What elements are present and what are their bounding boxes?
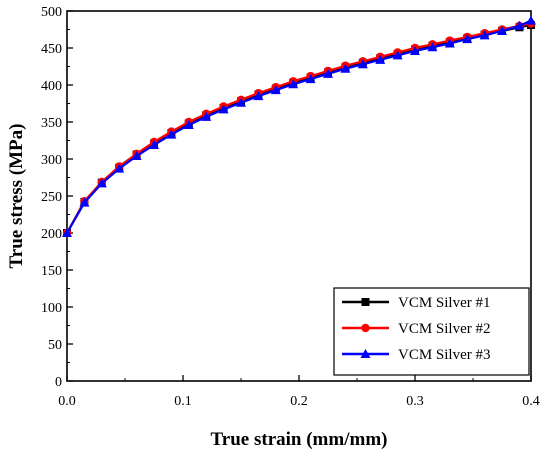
axes: 0 50 100 150 200 250 300 350 400 450 500 0.0 0.1 0.2 0… — [41, 5, 540, 409]
data-point — [444, 38, 455, 48]
data-point — [96, 178, 107, 188]
data-point — [131, 151, 142, 161]
data-point — [514, 20, 525, 30]
series-line — [66, 23, 532, 234]
data-point — [218, 104, 229, 114]
data-point — [149, 139, 159, 149]
data-point — [62, 228, 72, 237]
data-point — [340, 63, 351, 73]
y-axis-title: True stress (MPa) — [6, 124, 27, 269]
x-tick-label: 0.3 — [406, 394, 424, 409]
data-point — [479, 30, 490, 40]
y-tick-label: 400 — [41, 79, 62, 94]
data-point — [375, 54, 386, 64]
data-point — [526, 15, 536, 25]
data-point — [79, 197, 90, 207]
y-tick-label: 0 — [55, 375, 62, 390]
legend-marker — [361, 323, 370, 333]
data-point — [462, 34, 473, 44]
series-layer — [62, 15, 536, 238]
series-2 — [62, 19, 536, 238]
y-tick-label: 500 — [41, 5, 62, 20]
data-point — [497, 25, 507, 35]
data-point — [392, 50, 403, 60]
data-point — [236, 97, 246, 107]
y-tick-label: 250 — [41, 190, 62, 205]
series-line — [66, 22, 532, 234]
data-point — [270, 85, 281, 95]
data-point — [114, 163, 125, 173]
y-tick-label: 350 — [41, 116, 62, 131]
y-tick-label: 150 — [41, 264, 62, 279]
data-point — [305, 74, 316, 84]
data-point — [253, 91, 264, 101]
y-tick-label: 450 — [41, 42, 62, 57]
legend-label: VCM Silver #2 — [398, 321, 491, 337]
legend-label: VCM Silver #1 — [398, 295, 491, 311]
y-tick-label: 200 — [41, 227, 62, 242]
legend-marker — [360, 349, 371, 358]
y-tick-label: 100 — [41, 301, 62, 316]
x-tick-label: 0.1 — [174, 394, 192, 409]
legend-marker — [361, 298, 370, 306]
x-tick-label: 0.2 — [290, 394, 308, 409]
y-tick-label: 50 — [48, 338, 62, 353]
data-point — [288, 79, 299, 89]
series-1 — [63, 21, 535, 237]
series-3 — [62, 15, 536, 237]
x-tick-label: 0.0 — [58, 394, 76, 409]
data-point — [183, 119, 194, 129]
data-point — [166, 129, 177, 139]
y-tick-label: 300 — [41, 153, 62, 168]
data-point — [410, 45, 420, 55]
series-line — [66, 19, 532, 234]
x-tick-label: 0.4 — [522, 394, 540, 409]
legend: VCM Silver #1 VCM Silver #2 VCM Silver #3 — [333, 287, 530, 376]
data-point — [323, 68, 333, 78]
legend-label: VCM Silver #3 — [398, 347, 491, 363]
data-point — [427, 42, 438, 52]
data-point — [201, 111, 212, 121]
data-point — [357, 59, 368, 69]
x-axis-title: True strain (mm/mm) — [211, 429, 388, 450]
